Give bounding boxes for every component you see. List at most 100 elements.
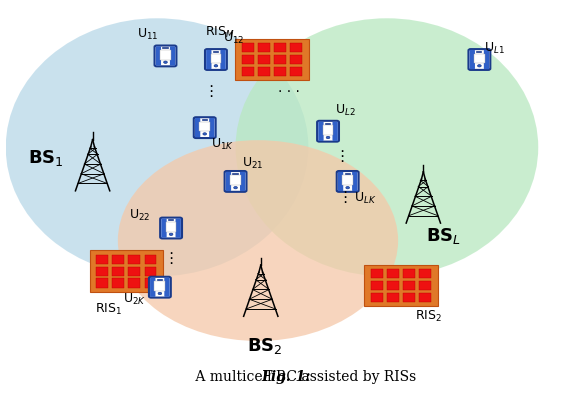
FancyBboxPatch shape [338,172,343,191]
FancyBboxPatch shape [160,217,182,238]
Text: $\mathbf{BS}_2$: $\mathbf{BS}_2$ [247,336,283,356]
FancyBboxPatch shape [403,293,415,302]
Ellipse shape [236,18,538,277]
FancyBboxPatch shape [387,281,399,290]
FancyBboxPatch shape [129,266,140,275]
FancyBboxPatch shape [90,250,163,292]
FancyBboxPatch shape [317,121,339,141]
Text: ⋮: ⋮ [337,190,352,205]
Circle shape [326,136,330,139]
FancyBboxPatch shape [332,121,338,141]
FancyBboxPatch shape [230,175,241,185]
FancyBboxPatch shape [403,269,415,278]
FancyBboxPatch shape [96,266,108,275]
FancyBboxPatch shape [149,277,171,297]
FancyBboxPatch shape [160,50,171,60]
FancyBboxPatch shape [274,43,286,52]
FancyBboxPatch shape [387,269,399,278]
FancyBboxPatch shape [154,281,165,291]
Text: ⋮: ⋮ [202,84,218,99]
Text: $\mathrm{U}_{11}$: $\mathrm{U}_{11}$ [137,27,159,42]
Circle shape [478,65,481,67]
Circle shape [169,233,173,236]
FancyBboxPatch shape [403,281,415,290]
FancyBboxPatch shape [474,54,485,63]
FancyBboxPatch shape [387,293,399,302]
FancyBboxPatch shape [194,117,216,138]
FancyBboxPatch shape [150,277,156,297]
FancyBboxPatch shape [156,46,161,66]
FancyBboxPatch shape [220,50,226,69]
Text: $\mathrm{RIS}_2$: $\mathrm{RIS}_2$ [415,309,442,324]
Text: $\mathrm{U}_{2K}$: $\mathrm{U}_{2K}$ [124,292,146,307]
FancyBboxPatch shape [242,43,253,52]
Ellipse shape [118,140,398,341]
FancyBboxPatch shape [318,121,324,141]
FancyBboxPatch shape [470,50,475,69]
Text: $\mathrm{U}_{12}$: $\mathrm{U}_{12}$ [223,31,244,46]
FancyBboxPatch shape [371,269,383,278]
FancyBboxPatch shape [291,43,302,52]
FancyBboxPatch shape [206,50,212,69]
FancyBboxPatch shape [145,266,156,275]
FancyBboxPatch shape [371,293,383,302]
Text: $\mathbf{BS}_L$: $\mathbf{BS}_L$ [426,226,461,246]
Text: $\mathrm{U}_{LK}$: $\mathrm{U}_{LK}$ [355,191,377,206]
FancyBboxPatch shape [164,277,170,297]
FancyBboxPatch shape [195,118,200,138]
FancyBboxPatch shape [274,55,286,64]
Text: ⋮: ⋮ [335,149,349,164]
Text: $\mathrm{RIS}_M$: $\mathrm{RIS}_M$ [205,25,235,40]
FancyBboxPatch shape [419,269,431,278]
FancyBboxPatch shape [291,55,302,64]
FancyBboxPatch shape [226,172,231,191]
FancyBboxPatch shape [258,43,270,52]
Text: · · ·: · · · [278,85,300,99]
FancyBboxPatch shape [291,67,302,76]
FancyBboxPatch shape [112,279,124,288]
FancyBboxPatch shape [161,218,166,238]
Circle shape [164,61,167,63]
FancyBboxPatch shape [166,222,177,232]
FancyBboxPatch shape [274,67,286,76]
Text: $\mathrm{U}_{L1}$: $\mathrm{U}_{L1}$ [484,41,505,56]
FancyBboxPatch shape [468,49,490,70]
FancyBboxPatch shape [129,279,140,288]
FancyBboxPatch shape [242,55,253,64]
FancyBboxPatch shape [419,281,431,290]
FancyBboxPatch shape [210,54,221,63]
FancyBboxPatch shape [96,279,108,288]
Text: $\mathbf{BS}_1$: $\mathbf{BS}_1$ [28,148,64,168]
FancyBboxPatch shape [240,172,245,191]
FancyBboxPatch shape [484,50,489,69]
FancyBboxPatch shape [112,266,124,275]
Circle shape [158,292,162,295]
FancyBboxPatch shape [176,218,181,238]
FancyBboxPatch shape [199,122,210,132]
FancyBboxPatch shape [352,172,358,191]
Text: Fig. 1:: Fig. 1: [261,370,311,384]
Text: ⋮: ⋮ [164,251,178,266]
Ellipse shape [6,18,308,277]
FancyBboxPatch shape [145,255,156,264]
FancyBboxPatch shape [129,255,140,264]
FancyBboxPatch shape [112,255,124,264]
Text: $\mathrm{U}_{22}$: $\mathrm{U}_{22}$ [129,208,150,223]
FancyBboxPatch shape [364,265,438,306]
FancyBboxPatch shape [154,46,176,66]
Text: $\mathrm{U}_{21}$: $\mathrm{U}_{21}$ [243,156,264,171]
Circle shape [234,186,237,189]
Text: $\mathrm{U}_{1K}$: $\mathrm{U}_{1K}$ [212,137,235,152]
FancyBboxPatch shape [96,255,108,264]
FancyBboxPatch shape [342,175,353,185]
FancyBboxPatch shape [225,171,247,192]
FancyBboxPatch shape [371,281,383,290]
Text: $\mathrm{RIS}_1$: $\mathrm{RIS}_1$ [96,301,122,317]
FancyBboxPatch shape [145,279,156,288]
FancyBboxPatch shape [258,55,270,64]
FancyBboxPatch shape [242,67,253,76]
FancyBboxPatch shape [419,293,431,302]
Circle shape [203,133,206,135]
FancyBboxPatch shape [337,171,359,192]
Circle shape [346,186,349,189]
